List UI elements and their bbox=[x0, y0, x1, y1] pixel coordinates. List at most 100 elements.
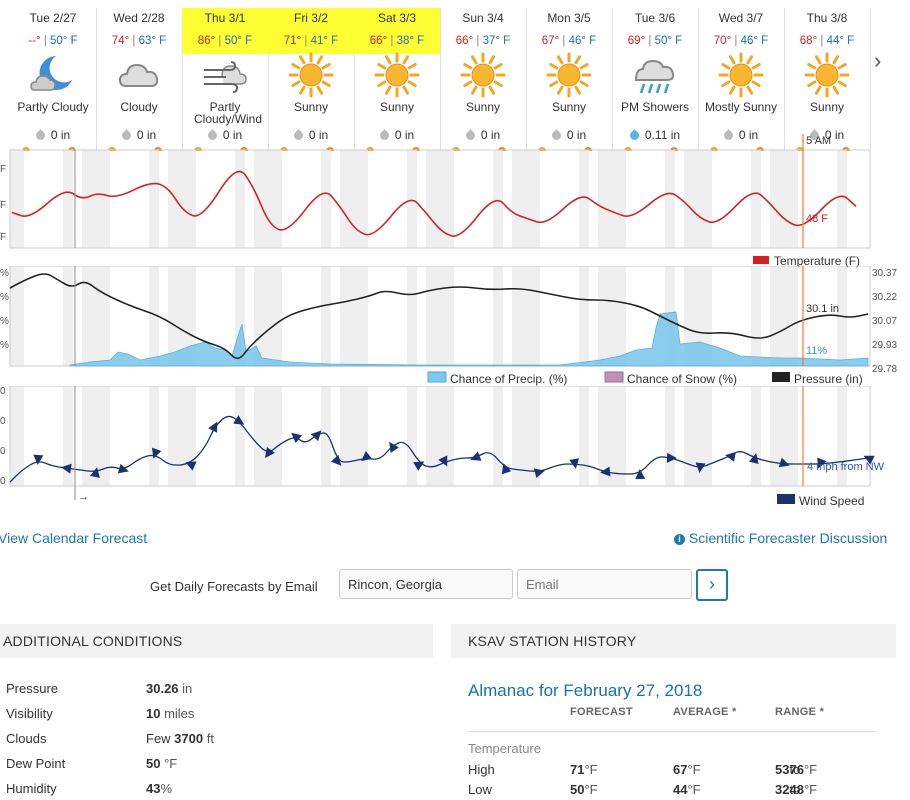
day-temps: --° | 50° F bbox=[28, 35, 78, 47]
sunset-icon bbox=[240, 147, 248, 151]
pressure-legend-swatch bbox=[772, 372, 790, 382]
day-name: Sat 3/3 bbox=[354, 8, 440, 30]
rain-drop-icon bbox=[721, 129, 735, 142]
sunrise-icon bbox=[710, 147, 718, 151]
day-name: Thu 3/8 bbox=[806, 11, 848, 25]
day-low: 63° F bbox=[138, 35, 167, 47]
day-column-7[interactable]: Mon 3/5 67° | 46° F Sunny 0 in bbox=[526, 8, 613, 151]
email-submit-button[interactable]: › bbox=[696, 569, 728, 601]
wind-direction-arrow-icon bbox=[569, 458, 580, 469]
axis-arrow-icon: → bbox=[78, 491, 89, 503]
rain-cloud-icon bbox=[632, 52, 678, 98]
wind-direction-arrow-icon bbox=[438, 455, 448, 467]
condition-unit: °F bbox=[160, 756, 178, 771]
daily-forecast-strip: Tue 2/27 --° | 50° F Partly Cloudy 0 in Wed … bbox=[10, 8, 871, 151]
forecaster-discussion-link[interactable]: i Scientific Forecaster Discussion bbox=[674, 530, 887, 546]
day-column-2[interactable]: Wed 2/28 74° | 63° F Cloudy 0 in bbox=[96, 8, 183, 151]
wind-legend-swatch bbox=[777, 494, 795, 504]
condition-value: Few 3700 ft bbox=[146, 731, 214, 746]
location-input[interactable] bbox=[339, 569, 513, 599]
view-calendar-forecast-link[interactable]: View Calendar Forecast bbox=[0, 530, 148, 546]
wind-axis-tick: 0 bbox=[0, 386, 6, 397]
wind-direction-arrow-icon bbox=[635, 469, 646, 480]
day-precip-amount: 0 in bbox=[394, 128, 415, 142]
sunrise-icon bbox=[280, 147, 288, 151]
sun-icon bbox=[804, 52, 850, 98]
wind-axis-tick: 0 bbox=[0, 446, 6, 457]
day-high: 86° bbox=[197, 35, 216, 47]
day-high: 71° bbox=[283, 35, 302, 47]
condition-row: Visibility 10 miles bbox=[6, 706, 194, 721]
pressure-readout: 30.1 in bbox=[806, 303, 839, 315]
rain-drop-icon bbox=[463, 129, 477, 142]
precip-axis-tick: % bbox=[0, 340, 9, 351]
day-high: 74° bbox=[111, 35, 130, 47]
day-column-10[interactable]: Thu 3/8 68° | 44° F Sunny 0 in bbox=[784, 8, 871, 151]
day-column-9[interactable]: Wed 3/7 70° | 46° F Mostly Sunny 0 in bbox=[698, 8, 785, 151]
wind-direction-arrow-icon bbox=[265, 447, 275, 459]
day-low: 44° F bbox=[826, 35, 855, 47]
day-condition: Partly Cloudy bbox=[17, 100, 89, 114]
day-temps: 66° | 37° F bbox=[455, 35, 511, 47]
wind-direction-arrow-icon bbox=[310, 430, 322, 442]
day-temps: 74° | 63° F bbox=[111, 35, 167, 47]
condition-number: 50 bbox=[146, 756, 161, 771]
wind-direction-arrow-icon bbox=[389, 441, 399, 453]
wind-direction-arrow-icon bbox=[725, 451, 736, 462]
rain-drop-icon bbox=[377, 129, 391, 142]
wind-cloud-icon bbox=[202, 52, 248, 98]
sunset-icon bbox=[670, 147, 678, 151]
discussion-link-label: Scientific Forecaster Discussion bbox=[688, 530, 888, 546]
day-column-4[interactable]: Fri 3/2 71° | 41° F Sunny 0 in bbox=[268, 8, 355, 151]
wind-axis-tick: 0 bbox=[0, 476, 6, 487]
almanac-average: 67 °F bbox=[673, 762, 701, 777]
email-input[interactable] bbox=[517, 569, 692, 599]
day-precip-amount: 0.11 in bbox=[644, 128, 681, 142]
sunrise-icon bbox=[452, 147, 460, 151]
day-precip: 0 in bbox=[784, 128, 870, 142]
temperature-chart: F F F 5 AM 48 F Temperature (F) bbox=[0, 134, 871, 268]
day-low: 50° F bbox=[654, 35, 683, 47]
day-high: 68° bbox=[799, 35, 818, 47]
wind-direction-arrow-icon bbox=[817, 457, 827, 469]
wind-direction-arrow-icon bbox=[185, 461, 197, 471]
sun-icon bbox=[374, 52, 420, 98]
day-column-6[interactable]: Sun 3/4 66° | 37° F Sunny 0 in bbox=[440, 8, 527, 151]
sunrise-icon bbox=[194, 147, 202, 151]
condition-unit: % bbox=[160, 781, 173, 796]
precip-axis-tick: % bbox=[0, 316, 9, 327]
pressure-axis-tick: 30.07 bbox=[872, 316, 897, 327]
day-name: Wed 3/7 bbox=[718, 11, 764, 25]
next-days-arrow-icon[interactable]: › bbox=[874, 48, 882, 73]
day-name: Fri 3/2 bbox=[268, 8, 354, 30]
day-column-5[interactable]: Sat 3/3 66° | 38° F Sunny 0 in bbox=[354, 8, 441, 151]
almanac-forecast: 71 °F bbox=[570, 762, 598, 777]
sunrise-icon bbox=[366, 147, 374, 151]
day-column-8[interactable]: Tue 3/6 69° | 50° F PM Showers 0.11 in bbox=[612, 8, 699, 151]
day-column-3[interactable]: Thu 3/1 86° | 50° F Partly Cloudy/Wind 0 in bbox=[182, 8, 269, 151]
condition-label: Dew Point bbox=[6, 756, 66, 771]
day-low: 37° F bbox=[482, 35, 511, 47]
condition-value: 50 °F bbox=[146, 756, 177, 771]
day-condition: Sunny bbox=[465, 100, 501, 114]
sun-icon bbox=[288, 52, 334, 98]
condition-value: 43% bbox=[146, 781, 172, 796]
temp-axis-tick: F bbox=[0, 164, 6, 175]
rain-drop-icon bbox=[628, 129, 641, 142]
sunset-icon bbox=[756, 147, 764, 151]
wind-direction-arrow-icon bbox=[117, 463, 129, 474]
sun-icon bbox=[546, 52, 592, 98]
day-precip: 0 in bbox=[440, 128, 526, 142]
day-temps: 70° | 46° F bbox=[713, 35, 769, 47]
day-precip-amount: 0 in bbox=[480, 128, 501, 142]
sun-icon bbox=[460, 52, 506, 98]
day-low: 46° F bbox=[568, 35, 597, 47]
sun-icon bbox=[718, 52, 764, 98]
wind-direction-arrow-icon bbox=[152, 447, 162, 459]
day-column-1[interactable]: Tue 2/27 --° | 50° F Partly Cloudy 0 in bbox=[10, 8, 97, 151]
col-range: RANGE * bbox=[775, 706, 825, 718]
wind-direction-arrow-icon bbox=[33, 454, 44, 465]
pressure-axis-tick: 29.78 bbox=[872, 364, 897, 375]
almanac-forecast: 50 °F bbox=[570, 782, 598, 797]
day-temps: 68° | 44° F bbox=[799, 35, 855, 47]
